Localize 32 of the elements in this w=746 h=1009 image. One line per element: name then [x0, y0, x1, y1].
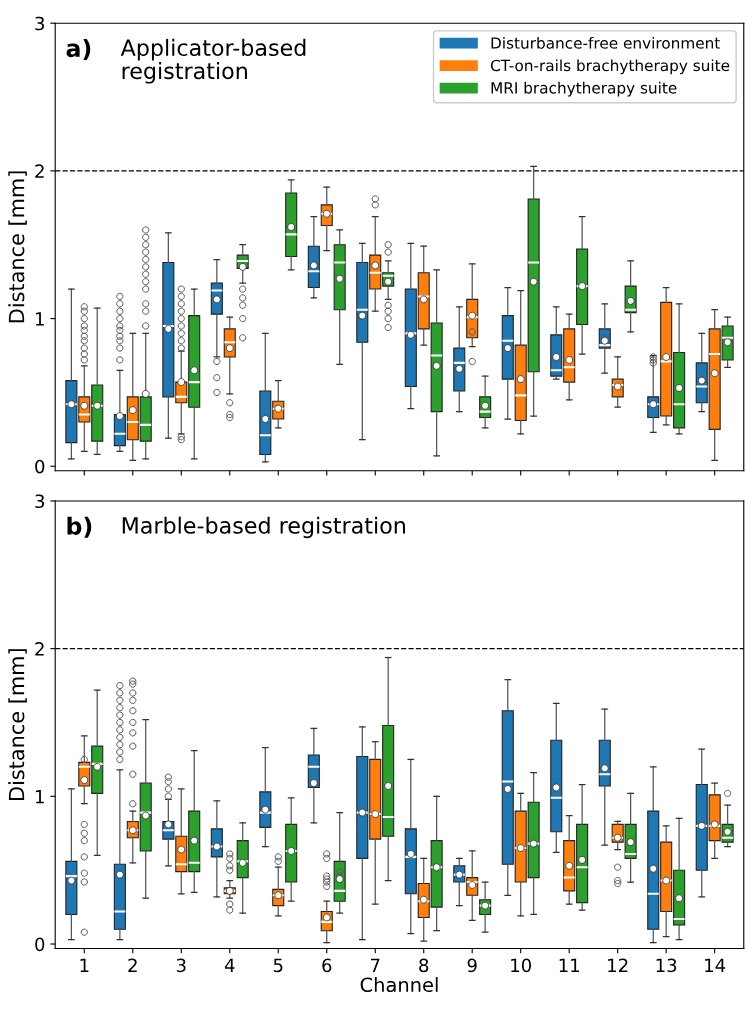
x-tick-label: 1 [80, 958, 89, 972]
legend-label: MRI brachytherapy suite [491, 81, 677, 97]
legend-label: Disturbance-free environment [491, 36, 720, 49]
text: Applicator-based registration [120, 38, 306, 84]
y-tick-label: 1 [35, 790, 44, 804]
x-tick-label: 6 [322, 958, 332, 973]
x-tick-label: 5 [273, 958, 283, 973]
y-tick-label: 1 [35, 312, 44, 326]
y-tick-label: 0 [35, 459, 45, 474]
x-axis-title: Channel [360, 977, 438, 993]
y-axis-title: Distance [mm] [8, 649, 27, 800]
x-tick-label: 13 [656, 958, 677, 973]
x-tick-label: 10 [511, 958, 531, 973]
annotation: b) [67, 516, 92, 538]
y-tick-label: 2 [35, 164, 44, 178]
x-tick-label: 14 [705, 958, 726, 972]
annotation: a) [66, 38, 91, 60]
legend-label: CT-on-rails brachytherapy suite [490, 59, 730, 75]
text: Marble-based registration [122, 516, 405, 539]
x-tick-label: 12 [608, 958, 628, 972]
y-axis-title: Distance [mm] [8, 171, 27, 323]
x-tick-label: 9 [467, 958, 477, 973]
y-tick-label: 3 [35, 494, 45, 509]
x-tick-label: 3 [176, 958, 186, 973]
x-tick-label: 8 [419, 958, 429, 973]
x-tick-label: 11 [559, 958, 580, 972]
y-tick-label: 3 [35, 16, 45, 31]
y-tick-label: 2 [35, 642, 44, 656]
x-tick-label: 2 [128, 958, 137, 972]
x-tick-label: 4 [224, 958, 235, 972]
y-tick-label: 0 [35, 937, 45, 952]
x-tick-label: 7 [370, 958, 380, 972]
